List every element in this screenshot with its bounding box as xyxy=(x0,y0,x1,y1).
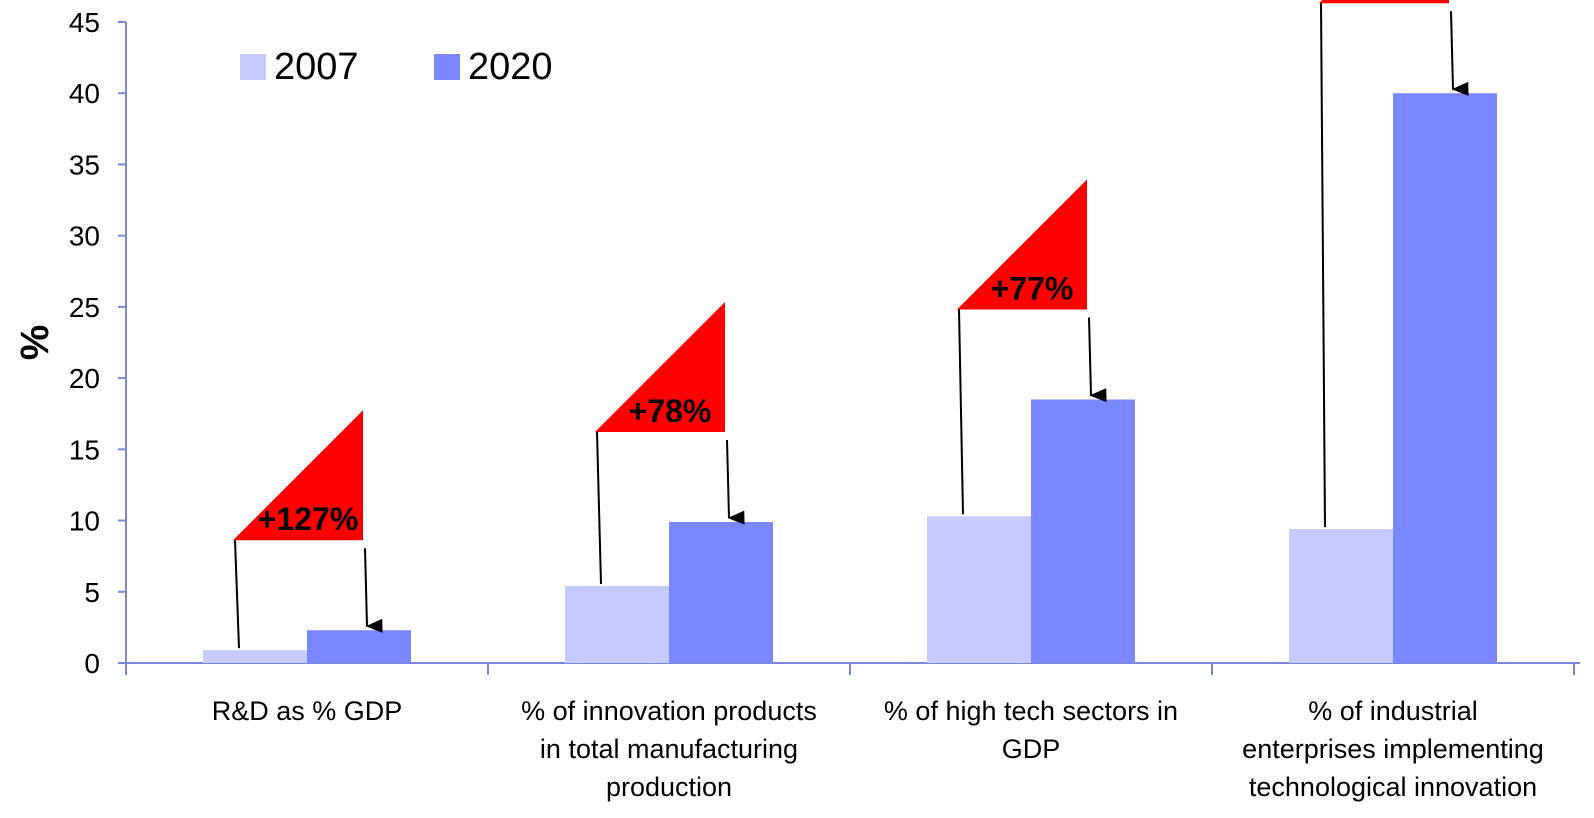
category-label-line: enterprises implementing xyxy=(1242,734,1544,764)
category-label-line: % of high tech sectors in xyxy=(884,696,1178,726)
category-label-line: % of industrial xyxy=(1308,696,1478,726)
y-axis: 0 5 10 15 20 25 30 35 40 45 xyxy=(69,7,127,679)
growth-flag xyxy=(957,179,1087,310)
y-tick-label: 5 xyxy=(84,577,100,608)
bar-2007-1 xyxy=(565,586,669,663)
growth-label: +127% xyxy=(258,501,359,537)
bar-2007-0 xyxy=(203,650,307,663)
bar-2020-2 xyxy=(1031,399,1135,663)
category-label-0: R&D as % GDP xyxy=(212,696,403,726)
growth-arrow xyxy=(1088,317,1107,403)
legend: 2007 2020 xyxy=(240,46,553,88)
bar-2020-3 xyxy=(1393,93,1497,663)
y-tick-label: 40 xyxy=(69,78,100,109)
growth-arrow xyxy=(726,439,745,525)
growth-flag xyxy=(595,301,725,432)
growth-annotations: +127%+78%+77%+321% xyxy=(233,0,1469,649)
category-label-line: % of innovation products xyxy=(521,696,817,726)
x-axis xyxy=(125,662,1580,675)
category-label-1: % of innovation products in total manufac… xyxy=(521,696,817,802)
legend-swatch-2007 xyxy=(240,54,266,80)
category-label-3: % of industrial enterprises implementing t… xyxy=(1242,696,1544,802)
legend-label-2020: 2020 xyxy=(468,46,553,88)
bar-2007-3 xyxy=(1289,529,1393,663)
connector-line xyxy=(234,540,240,649)
growth-arrow xyxy=(1450,11,1469,96)
category-label-line: R&D as % GDP xyxy=(212,696,403,726)
legend-swatch-2020 xyxy=(434,54,460,80)
growth-label: +77% xyxy=(991,270,1074,306)
category-labels: R&D as % GDP % of innovation products in t… xyxy=(212,696,1544,802)
growth-flag xyxy=(233,410,363,541)
connector-line xyxy=(1320,3,1326,528)
growth-arrow xyxy=(364,548,383,633)
category-label-line: technological innovation xyxy=(1249,772,1537,802)
legend-label-2007: 2007 xyxy=(274,46,359,88)
bars xyxy=(203,93,1497,663)
y-tick-label: 35 xyxy=(69,149,100,180)
y-tick-label: 0 xyxy=(84,648,100,679)
bar-2020-1 xyxy=(669,521,773,663)
connector-line xyxy=(596,431,602,585)
category-label-2: % of high tech sectors in GDP xyxy=(884,696,1178,764)
category-label-line: in total manufacturing xyxy=(540,734,798,764)
bar-2007-2 xyxy=(927,516,1031,663)
y-tick-label: 45 xyxy=(69,7,100,38)
growth-flag xyxy=(1319,0,1449,4)
category-label-line: production xyxy=(606,772,732,802)
y-tick-label: 10 xyxy=(69,506,100,537)
y-tick-label: 25 xyxy=(69,292,100,323)
bar-2020-0 xyxy=(307,630,411,663)
y-tick-label: 15 xyxy=(69,434,100,465)
y-tick-label: 20 xyxy=(69,363,100,394)
y-tick-label: 30 xyxy=(69,221,100,252)
y-axis-label: % xyxy=(13,325,57,361)
category-label-line: GDP xyxy=(1002,734,1061,764)
growth-label: +78% xyxy=(629,393,712,429)
connector-line xyxy=(958,309,964,515)
